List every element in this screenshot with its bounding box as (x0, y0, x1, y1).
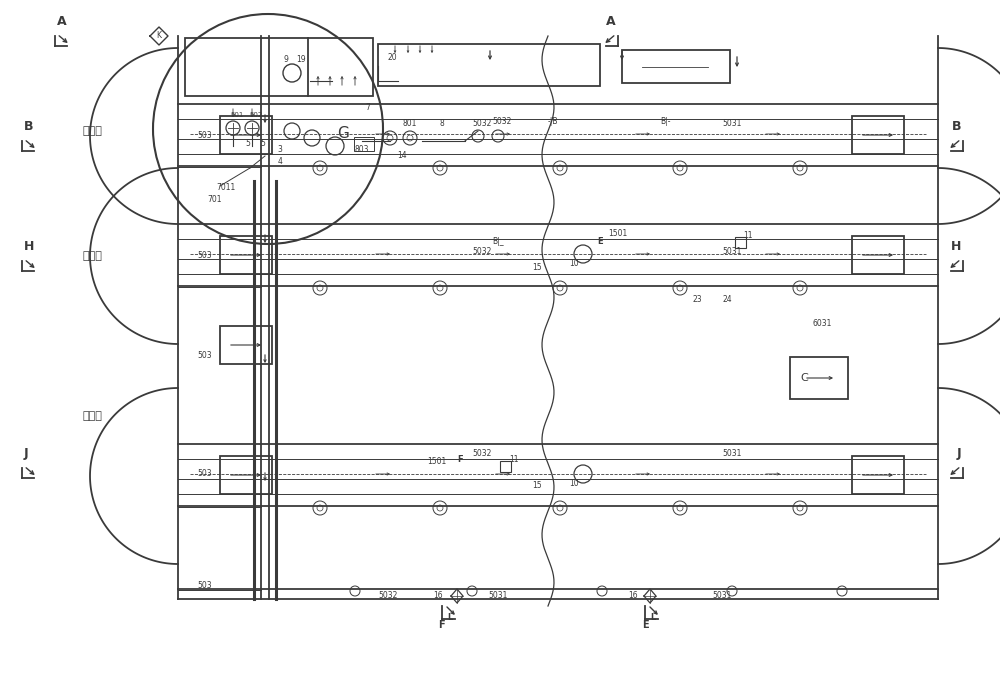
Text: 5032: 5032 (472, 248, 491, 257)
Text: 11: 11 (743, 232, 753, 241)
Text: F: F (457, 454, 463, 464)
Text: 10: 10 (569, 480, 579, 489)
Text: 7011: 7011 (216, 184, 235, 193)
Text: E: E (642, 620, 648, 630)
Text: 烘干房: 烘干房 (82, 126, 102, 136)
Text: 501: 501 (230, 112, 243, 118)
Text: B: B (24, 120, 34, 133)
Text: J: J (24, 447, 29, 460)
Text: F: F (438, 620, 444, 630)
Text: 烘干房: 烘干房 (82, 251, 102, 261)
Text: 1501: 1501 (427, 457, 447, 466)
Text: 16: 16 (433, 592, 443, 601)
Text: 16: 16 (628, 592, 638, 601)
Text: 5031: 5031 (712, 592, 731, 601)
Bar (500, 461, 511, 472)
Bar (220, 456, 272, 494)
Bar (622, 50, 730, 83)
Text: 503: 503 (197, 132, 212, 141)
Text: 5031: 5031 (722, 120, 741, 129)
Text: 503: 503 (197, 581, 212, 590)
Bar (354, 137, 374, 151)
Text: J: J (956, 447, 961, 460)
Text: 5: 5 (261, 139, 265, 148)
Text: 6031: 6031 (812, 319, 832, 328)
Text: 5031: 5031 (722, 248, 741, 257)
Text: 503: 503 (197, 470, 212, 479)
Text: B|-: B|- (660, 118, 670, 127)
Text: 19: 19 (296, 54, 306, 63)
Text: 3: 3 (278, 145, 282, 154)
Text: C: C (800, 373, 808, 383)
Text: 20: 20 (387, 54, 397, 63)
Text: 801: 801 (403, 120, 417, 129)
Bar (852, 116, 904, 154)
Text: B: B (952, 120, 961, 133)
Text: 8: 8 (440, 120, 444, 129)
Text: 11: 11 (509, 455, 519, 464)
Text: 15: 15 (532, 264, 542, 273)
Text: 502: 502 (249, 112, 262, 118)
Text: A: A (57, 15, 67, 28)
Text: 15: 15 (532, 482, 542, 491)
Text: L: L (447, 613, 452, 622)
Text: 7: 7 (366, 104, 370, 113)
Bar (852, 456, 904, 494)
Text: 5032: 5032 (472, 120, 491, 129)
Text: 503: 503 (197, 251, 212, 260)
Bar (220, 116, 272, 154)
Text: 24: 24 (722, 296, 732, 305)
Text: 4: 4 (278, 157, 282, 166)
Text: 5032: 5032 (472, 450, 491, 459)
Text: 23: 23 (692, 296, 702, 305)
Text: H: H (951, 240, 961, 253)
Text: 5032: 5032 (492, 118, 511, 127)
Text: 803: 803 (355, 145, 369, 154)
Text: 5032: 5032 (378, 592, 397, 601)
Bar (852, 236, 904, 274)
Text: A: A (606, 15, 616, 28)
Text: K: K (156, 31, 162, 40)
Text: B|_: B|_ (492, 237, 504, 246)
Text: 10: 10 (569, 260, 579, 269)
Bar (378, 44, 600, 86)
Bar (220, 326, 272, 364)
Bar (735, 237, 746, 248)
Text: 5031: 5031 (488, 592, 507, 601)
Text: H: H (24, 240, 34, 253)
Text: L: L (650, 613, 655, 622)
Text: 14: 14 (397, 150, 407, 159)
Text: 5031: 5031 (722, 450, 741, 459)
Text: 1501: 1501 (608, 230, 628, 239)
Text: 烘干房: 烘干房 (82, 411, 102, 421)
Bar (790, 357, 848, 399)
Text: -|B: -|B (548, 118, 558, 127)
Text: 503: 503 (197, 351, 212, 361)
Text: 5: 5 (246, 139, 250, 148)
Bar (220, 236, 272, 274)
Text: 701: 701 (207, 194, 222, 203)
Text: E: E (597, 237, 603, 246)
Text: 9: 9 (284, 54, 289, 63)
Text: G: G (337, 127, 349, 141)
Bar (185, 38, 373, 96)
